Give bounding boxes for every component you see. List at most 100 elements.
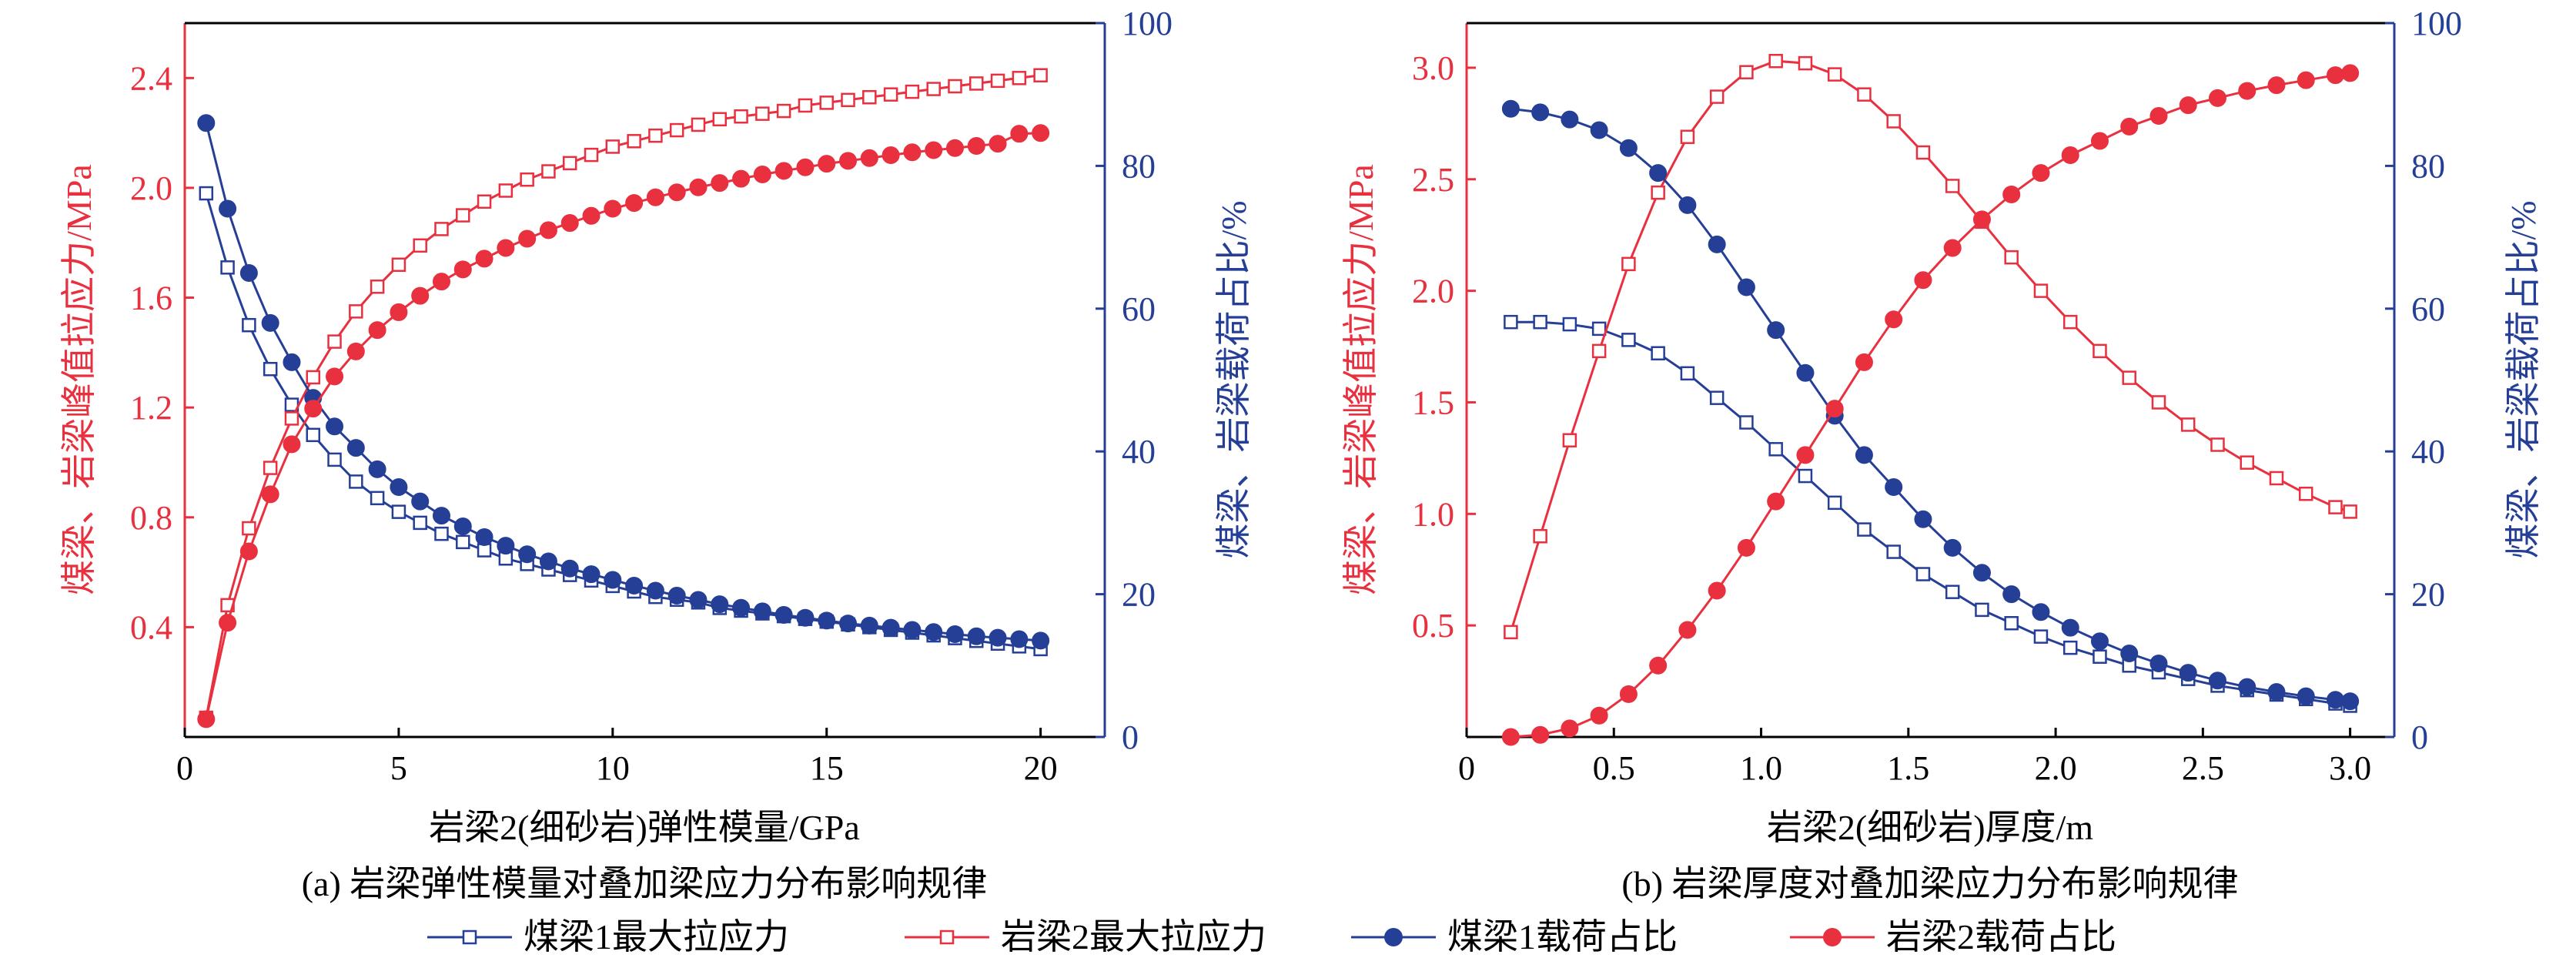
data-point (1531, 725, 1550, 744)
data-point (925, 141, 943, 159)
data-point (969, 76, 984, 91)
data-point (2326, 691, 2344, 709)
data-point (1737, 538, 1755, 557)
data-point (667, 586, 686, 605)
data-point (2328, 500, 2343, 514)
data-point (1032, 124, 1050, 142)
data-point (584, 147, 599, 162)
data-point (562, 156, 577, 171)
data-point (2297, 687, 2315, 705)
x-tick-label: 2.5 (2182, 749, 2224, 787)
data-point (1972, 564, 1991, 582)
data-point (1855, 446, 1873, 464)
panel-a-caption: (a) 岩梁弹性模量对叠加梁应力分布影响规律 (302, 864, 988, 903)
legend-marker (462, 929, 477, 945)
data-point (689, 591, 708, 609)
data-point (753, 602, 771, 621)
right-tick-label: 80 (2411, 147, 2445, 185)
data-point (2297, 71, 2315, 89)
right-tick-label: 100 (1122, 5, 1173, 42)
data-point (1504, 625, 1518, 640)
x-tick-label: 0 (176, 749, 193, 787)
data-point (732, 598, 751, 617)
legend-label: 煤梁1载荷占比 (1447, 917, 1678, 956)
data-point (625, 576, 644, 595)
left-tick-label: 1.6 (130, 280, 172, 317)
legend-item-3: 煤梁1载荷占比 (1351, 917, 1678, 956)
data-point (1651, 346, 1665, 360)
data-point (475, 250, 493, 268)
x-tick-label: 0.5 (1593, 749, 1635, 787)
legend-label: 岩梁2载荷占比 (1886, 917, 2116, 956)
data-point (582, 565, 601, 584)
data-point (2120, 117, 2139, 136)
data-point (667, 183, 686, 202)
data-point (1943, 239, 1962, 257)
data-point (625, 194, 644, 213)
right-tick-label: 80 (1122, 147, 1156, 185)
right-tick-label: 0 (2411, 718, 2428, 756)
data-point (263, 461, 278, 475)
data-point (2343, 504, 2357, 519)
data-point (2032, 603, 2050, 621)
panel-b: 0 0.5 1.0 1.5 2.0 2.5 3.0 0.5 1.0 1.5 2.0 2.5 3.0 0… (1341, 5, 2543, 903)
series-line (1510, 320, 2350, 707)
data-point (2208, 672, 2226, 690)
panel-b-left-label: 煤梁、岩梁峰值拉应力/MPa (1341, 164, 1380, 595)
data-point (197, 710, 216, 729)
legend-marker (1823, 928, 1842, 946)
x-tick-label: 3.0 (2329, 749, 2371, 787)
data-point (798, 98, 813, 113)
right-tick-label: 20 (1122, 576, 1156, 614)
series-1 (1504, 314, 2357, 713)
data-point (711, 174, 729, 193)
left-tick-label: 2.0 (130, 169, 172, 207)
left-tick-label: 2.0 (1412, 273, 1454, 310)
data-point (284, 411, 299, 426)
data-point (945, 139, 964, 157)
data-point (774, 605, 793, 624)
data-point (2004, 250, 2019, 265)
data-point (2326, 66, 2344, 85)
data-point (541, 164, 556, 179)
data-point (475, 528, 493, 546)
data-point (796, 608, 815, 627)
data-point (283, 435, 301, 454)
data-point (1972, 210, 1991, 229)
data-point (2341, 692, 2360, 711)
right-tick-label: 0 (1122, 718, 1139, 756)
data-point (1798, 468, 1813, 484)
data-point (712, 112, 728, 127)
legend-label: 岩梁2最大拉应力 (1001, 917, 1266, 956)
left-tick-label: 0.8 (130, 499, 172, 537)
data-point (1708, 235, 1726, 253)
data-point (2093, 343, 2107, 359)
data-point (1796, 363, 1815, 382)
data-point (413, 515, 427, 531)
data-point (2002, 185, 2021, 203)
data-point (368, 460, 386, 478)
panel-b-caption: (b) 岩梁厚度对叠加梁应力分布影响规律 (1621, 864, 2238, 903)
data-point (518, 545, 537, 564)
data-point (456, 534, 470, 550)
data-point (1827, 495, 1842, 511)
data-point (989, 135, 1007, 153)
data-point (1561, 719, 1579, 738)
data-point (1825, 400, 1844, 418)
data-point (2062, 314, 2078, 330)
data-point (2120, 645, 2139, 663)
left-tick-label: 1.5 (1412, 384, 1454, 421)
data-point (839, 152, 858, 170)
data-point (604, 571, 622, 589)
data-point (1796, 446, 1815, 464)
data-point (349, 304, 363, 319)
data-point (1531, 103, 1550, 122)
data-point (1737, 278, 1755, 296)
data-point (774, 162, 793, 180)
data-point (903, 143, 922, 162)
data-point (411, 492, 430, 511)
data-point (197, 114, 216, 132)
data-point (1915, 145, 1931, 160)
data-point (346, 342, 365, 360)
